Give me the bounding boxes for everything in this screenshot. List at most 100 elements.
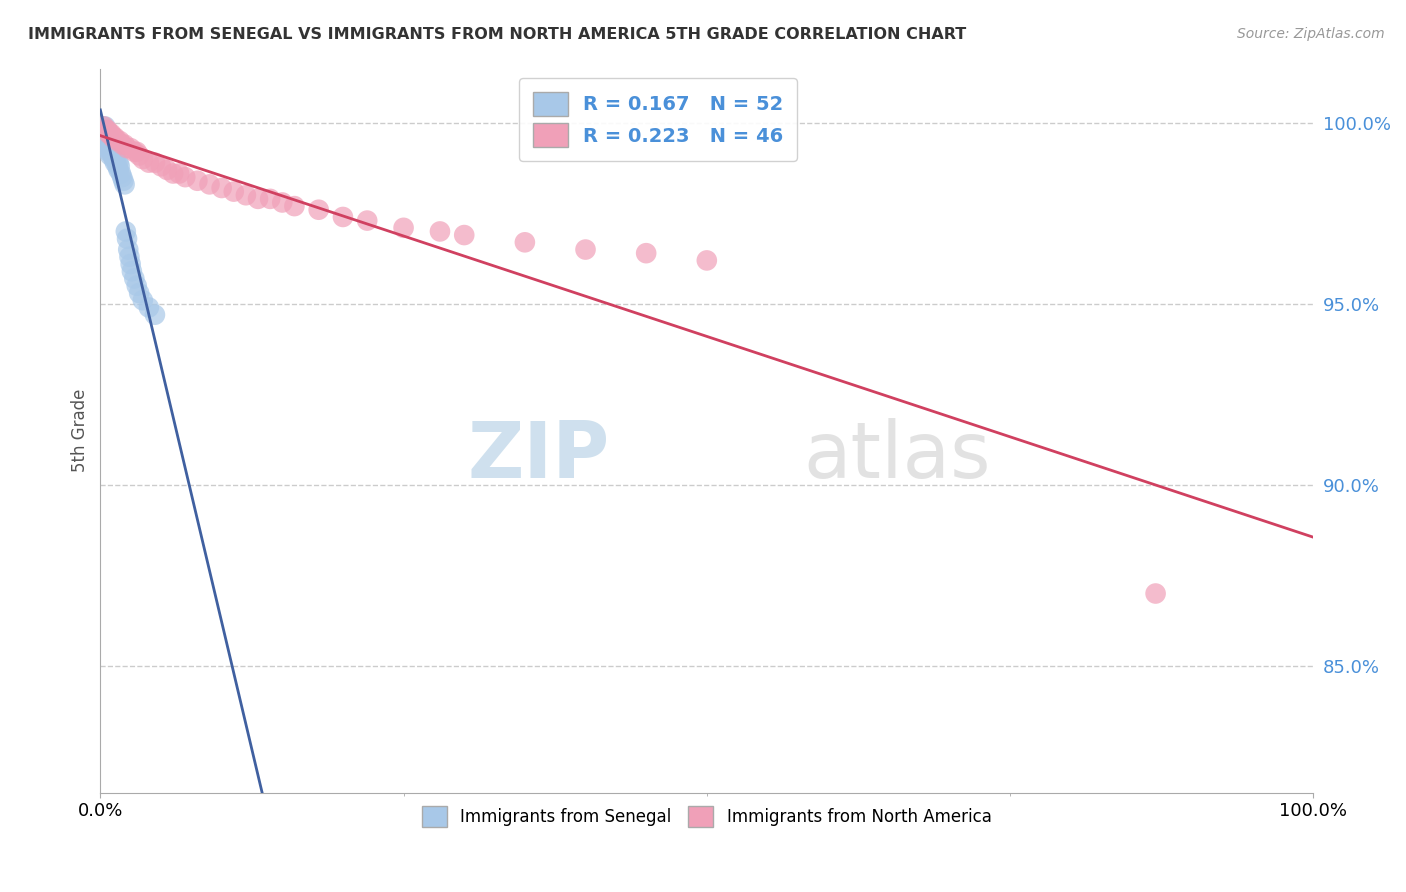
Text: Source: ZipAtlas.com: Source: ZipAtlas.com	[1237, 27, 1385, 41]
Point	[100, 145, 122, 159]
Point	[120, 141, 142, 155]
Point	[186, 174, 208, 188]
Point	[117, 243, 139, 257]
Point	[111, 170, 134, 185]
Text: IMMIGRANTS FROM SENEGAL VS IMMIGRANTS FROM NORTH AMERICA 5TH GRADE CORRELATION C: IMMIGRANTS FROM SENEGAL VS IMMIGRANTS FR…	[28, 27, 966, 42]
Point	[247, 192, 270, 206]
Point	[124, 271, 146, 285]
Point	[110, 167, 132, 181]
Point	[138, 155, 160, 169]
Point	[156, 162, 179, 177]
Point	[235, 188, 257, 202]
Point	[174, 170, 197, 185]
Point	[101, 141, 124, 155]
Point	[107, 155, 129, 169]
Point	[143, 155, 166, 169]
Point	[100, 137, 122, 152]
Point	[513, 235, 536, 250]
Point	[211, 181, 233, 195]
Point	[167, 167, 190, 181]
Point	[96, 123, 118, 137]
Point	[97, 130, 120, 145]
Legend: Immigrants from Senegal, Immigrants from North America: Immigrants from Senegal, Immigrants from…	[413, 798, 1000, 835]
Point	[107, 162, 129, 177]
Point	[120, 257, 142, 271]
Point	[103, 145, 125, 159]
Point	[128, 148, 150, 162]
Point	[636, 246, 658, 260]
Point	[98, 141, 121, 155]
Point	[111, 137, 134, 152]
Point	[97, 141, 120, 155]
Point	[115, 232, 138, 246]
Point	[100, 127, 122, 141]
Point	[105, 159, 128, 173]
Point	[101, 148, 124, 162]
Point	[115, 141, 138, 155]
Point	[91, 130, 114, 145]
Point	[104, 155, 127, 169]
Point	[93, 123, 115, 137]
Point	[93, 120, 115, 134]
Point	[96, 130, 118, 145]
Point	[93, 130, 115, 145]
Point	[453, 228, 475, 243]
Point	[1144, 586, 1167, 600]
Point	[91, 120, 114, 134]
Point	[94, 134, 117, 148]
Point	[97, 127, 120, 141]
Point	[105, 134, 128, 148]
Y-axis label: 5th Grade: 5th Grade	[72, 389, 89, 472]
Point	[112, 174, 135, 188]
Point	[283, 199, 305, 213]
Point	[114, 224, 136, 238]
Point	[96, 123, 118, 137]
Point	[198, 178, 221, 192]
Point	[125, 278, 148, 293]
Point	[143, 308, 166, 322]
Point	[97, 123, 120, 137]
Point	[108, 134, 131, 148]
Point	[150, 159, 173, 173]
Point	[132, 293, 155, 308]
Point	[91, 134, 114, 148]
Point	[97, 145, 120, 159]
Point	[108, 159, 131, 173]
Point	[222, 185, 245, 199]
Point	[429, 224, 451, 238]
Point	[308, 202, 330, 217]
Point	[104, 130, 127, 145]
Text: atlas: atlas	[804, 418, 991, 494]
Point	[356, 213, 378, 227]
Point	[105, 152, 128, 166]
Point	[98, 127, 121, 141]
Point	[97, 134, 120, 148]
Point	[138, 301, 160, 315]
Point	[118, 250, 141, 264]
Point	[90, 127, 112, 141]
Point	[121, 264, 143, 278]
Point	[103, 130, 125, 145]
Point	[93, 127, 115, 141]
Point	[259, 192, 281, 206]
Point	[132, 152, 155, 166]
Point	[94, 120, 117, 134]
Point	[271, 195, 294, 210]
Point	[101, 130, 124, 145]
Point	[124, 145, 146, 159]
Point	[97, 127, 120, 141]
Point	[125, 145, 148, 159]
Point	[332, 210, 354, 224]
Point	[162, 167, 184, 181]
Point	[94, 127, 117, 141]
Point	[98, 148, 121, 162]
Point	[114, 137, 136, 152]
Point	[97, 137, 120, 152]
Point	[574, 243, 596, 257]
Point	[392, 220, 415, 235]
Point	[104, 148, 127, 162]
Point	[96, 137, 118, 152]
Point	[114, 178, 136, 192]
Point	[98, 134, 121, 148]
Text: ZIP: ZIP	[468, 418, 610, 494]
